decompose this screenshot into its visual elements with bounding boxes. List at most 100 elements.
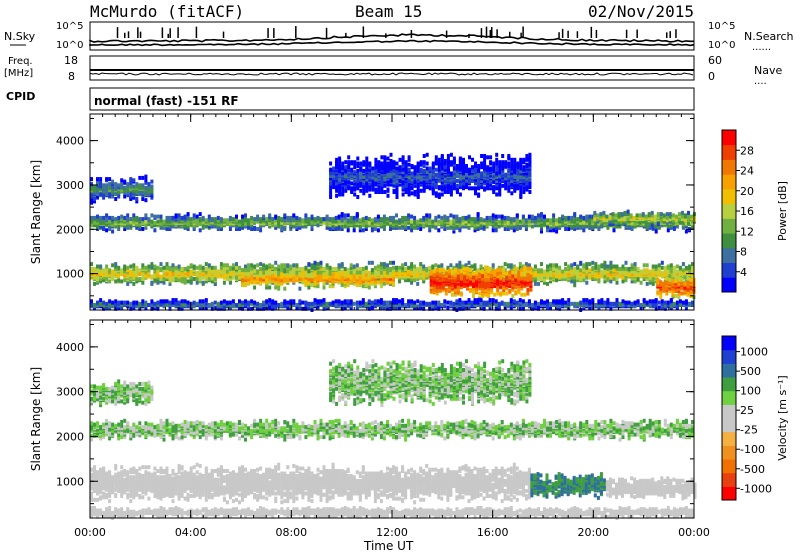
- heatmap-cell: [449, 263, 453, 268]
- heatmap-cell: [389, 178, 393, 183]
- heatmap-cell: [256, 274, 260, 279]
- heatmap-cell: [671, 213, 675, 218]
- heatmap-cell: [156, 278, 160, 283]
- heatmap-cell: [389, 268, 392, 273]
- heatmap-cell: [517, 280, 521, 285]
- heatmap-cell: [614, 218, 618, 223]
- heatmap-cell: [488, 220, 492, 225]
- heatmap-cell: [150, 274, 154, 279]
- heatmap-cell: [404, 278, 408, 283]
- heatmap-cell: [382, 269, 386, 274]
- heatmap-cell: [453, 267, 457, 272]
- heatmap-cell: [526, 291, 530, 296]
- heatmap-cell: [677, 212, 681, 217]
- heatmap-cell: [349, 218, 353, 223]
- heatmap-cell: [274, 218, 278, 223]
- heatmap-cell: [669, 263, 673, 268]
- heatmap-cell: [250, 267, 254, 271]
- heatmap-cell: [681, 273, 685, 278]
- heatmap-cell: [491, 228, 495, 233]
- heatmap-cell: [684, 269, 688, 274]
- heatmap-cell: [475, 286, 478, 291]
- heatmap-cell: [96, 194, 99, 199]
- heatmap-cell: [665, 276, 669, 281]
- heatmap-cell: [502, 266, 506, 271]
- heatmap-cell: [573, 267, 577, 271]
- heatmap-cell: [567, 215, 571, 220]
- heatmap-cell: [398, 167, 402, 172]
- heatmap-cell: [479, 217, 483, 222]
- heatmap-cell: [582, 219, 586, 224]
- heatmap-cell: [603, 269, 607, 274]
- heatmap-cell: [629, 213, 633, 218]
- heatmap-cell: [410, 228, 414, 233]
- heatmap-cell: [621, 267, 625, 271]
- heatmap-cell: [401, 268, 405, 273]
- heatmap-cell: [419, 160, 423, 165]
- heatmap-cell: [603, 274, 607, 279]
- heatmap-cell: [138, 277, 142, 281]
- heatmap-cell: [398, 157, 402, 162]
- heatmap-cell: [123, 278, 127, 283]
- heatmap-cell: [485, 218, 489, 223]
- heatmap-cell: [681, 268, 685, 273]
- heatmap-cell: [150, 280, 154, 285]
- heatmap-cell: [147, 264, 151, 269]
- heatmap-cell: [358, 280, 362, 285]
- heatmap-cell: [280, 268, 284, 273]
- heatmap-cell: [690, 214, 693, 219]
- heatmap-cell: [90, 267, 93, 271]
- heatmap-cell: [684, 265, 688, 270]
- nave-tick-hi: 60: [708, 54, 722, 67]
- heatmap-cell: [207, 214, 211, 219]
- heatmap-cell: [582, 278, 586, 283]
- heatmap-cell: [105, 228, 109, 233]
- heatmap-cell: [132, 195, 136, 200]
- heatmap-cell: [518, 265, 522, 270]
- heatmap-cell: [392, 275, 395, 280]
- heatmap-cell: [615, 277, 619, 281]
- heatmap-cell: [368, 193, 372, 198]
- heatmap-cell: [244, 213, 247, 218]
- heatmap-cell: [672, 273, 676, 278]
- heatmap-cell: [680, 219, 684, 224]
- heatmap-cell: [325, 275, 329, 280]
- heatmap-cell: [340, 283, 344, 287]
- heatmap-cell: [684, 279, 688, 284]
- heatmap-cell: [472, 292, 475, 297]
- heatmap-cell: [283, 218, 287, 223]
- heatmap-cell: [491, 215, 495, 220]
- heatmap-cell: [540, 229, 543, 234]
- heatmap-cell: [523, 267, 527, 272]
- heatmap-cell: [493, 269, 497, 274]
- heatmap-cell: [377, 162, 381, 167]
- heatmap-cell: [159, 262, 163, 267]
- heatmap-cell: [410, 164, 414, 168]
- heatmap-cell: [591, 265, 595, 270]
- heatmap-cell: [371, 168, 375, 173]
- heatmap-cell: [319, 268, 323, 273]
- heatmap-cell: [126, 217, 130, 222]
- heatmap-cell: [283, 213, 287, 218]
- heatmap-cell: [90, 197, 93, 201]
- heatmap-cell: [123, 179, 127, 184]
- heatmap-cell: [455, 225, 459, 230]
- heatmap-cell: [526, 266, 530, 271]
- heatmap-cell: [162, 225, 166, 230]
- heatmap-cell: [452, 214, 456, 219]
- heatmap-cell: [96, 217, 99, 222]
- heatmap-cell: [114, 264, 118, 269]
- heatmap-cell: [147, 222, 151, 227]
- heatmap-cell: [461, 218, 465, 223]
- heatmap-cell: [189, 263, 193, 268]
- heatmap-cell: [114, 224, 118, 229]
- heatmap-cell: [435, 267, 439, 272]
- heatmap-cell: [286, 263, 290, 268]
- heatmap-cell: [373, 217, 377, 222]
- heatmap-cell: [338, 162, 342, 167]
- heatmap-cell: [663, 270, 667, 275]
- heatmap-cell: [618, 273, 622, 278]
- heatmap-cell: [476, 268, 480, 273]
- heatmap-cell: [526, 276, 530, 281]
- heatmap-cell: [537, 268, 540, 273]
